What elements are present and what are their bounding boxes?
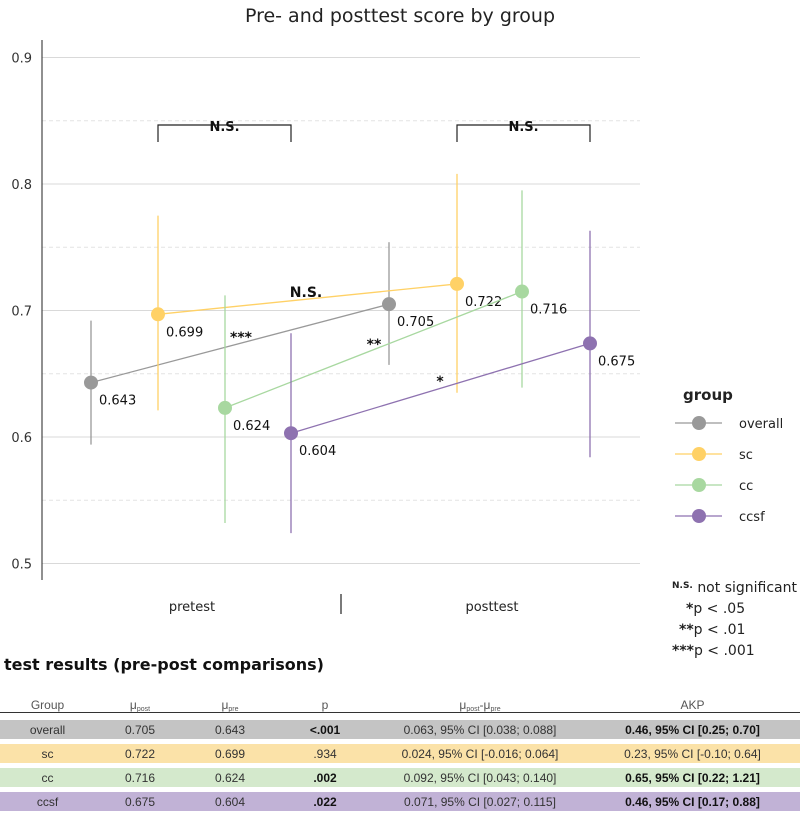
slope-annotation-sc: N.S. [290,285,322,301]
cell-group: overall [0,720,95,739]
point-overall-pretest [84,375,98,390]
x-label-posttest: posttest [465,600,518,615]
cell-p: .022 [275,792,375,811]
table-header-row: Group μpost μpre p μpost-μpre AKP [0,695,800,715]
line-ccsf [290,342,591,434]
header-diff: μpost-μpre [459,697,501,713]
point-sc-posttest [450,276,464,291]
legend-label-cc: cc [739,479,753,494]
cell-diff: 0.063, 95% CI [0.038; 0.088] [375,720,585,739]
legend-swatch-ccsf [692,509,706,523]
data-label-sc-posttest: 0.722 [465,295,502,310]
series-overall: 0.643 0.705 *** [84,242,434,445]
y-tick-label: 0.8 [11,178,32,193]
grid [42,57,640,564]
y-tick-label: 0.5 [11,558,32,573]
y-tick-label: 0.9 [11,52,32,67]
legend: overall sc cc ccsf [675,416,783,525]
cell-pre: 0.643 [185,720,275,739]
significance-brackets: N.S. N.S. [157,120,591,142]
bracket-label-1: N.S. [508,120,538,135]
cell-post: 0.675 [95,792,185,811]
table-row: sc 0.722 0.699.934 0.024, 95% CI [-0.016; 0… [0,744,800,763]
cell-diff: 0.071, 95% CI [0.027; 0.115] [375,792,585,811]
cell-akp: 0.46, 95% CI [0.17; 0.88] [585,792,800,811]
sig-legend-p001: ***p < .001 [672,643,755,659]
cell-diff: 0.024, 95% CI [-0.016; 0.064] [375,744,585,763]
data-label-sc-pretest: 0.699 [166,325,203,340]
cell-p: .002 [275,768,375,787]
legend-label-overall: overall [739,417,783,432]
cell-group: cc [0,768,95,787]
point-ccsf-posttest [583,336,597,351]
score-chart: Pre- and posttest score by group 0.50.60… [11,5,783,615]
legend-swatch-overall [692,416,706,430]
data-label-cc-posttest: 0.716 [530,303,567,318]
cell-pre: 0.699 [185,744,275,763]
header-p: p [321,698,329,712]
cell-p: <.001 [275,720,375,739]
x-label-pretest: pretest [169,600,215,615]
data-label-cc-pretest: 0.624 [233,419,270,434]
bracket-0 [157,124,292,142]
legend-label-sc: sc [739,448,753,463]
y-tick-label: 0.6 [11,431,32,446]
cell-post: 0.705 [95,720,185,739]
cell-akp: 0.65, 95% CI [0.22; 1.21] [585,768,800,787]
table-title: test results (pre-post comparisons) [4,655,324,674]
cell-p: .934 [275,744,375,763]
series-sc: 0.699 0.722 N.S. [151,173,502,411]
cell-post: 0.722 [95,744,185,763]
table-row: overall 0.705 0.643 <.001 0.063, 95% CI [0.0… [0,720,800,739]
y-axis: 0.5 0.6 0.7 0.8 0.9 [11,40,43,580]
table-header-divider [0,712,800,713]
table-body: overall 0.705 0.643 <.001 0.063, 95% CI [0.0… [0,720,800,811]
bracket-1 [456,124,591,142]
point-ccsf-pretest [284,426,298,441]
chart-title: Pre- and posttest score by group [245,5,555,27]
y-tick-label: 0.7 [11,305,32,320]
data-label-ccsf-posttest: 0.675 [598,354,635,369]
point-sc-pretest [151,307,165,322]
legend-swatch-sc [692,447,706,461]
slope-annotation-cc: ** [367,337,382,353]
series-group: 0.6430.705***0.6990.722N.S.0.6240.716**0… [84,173,635,534]
line-sc [157,283,458,315]
cell-pre: 0.624 [185,768,275,787]
header-akp: AKP [680,698,705,712]
sig-legend-p01: **p < .01 [679,622,746,638]
cell-post: 0.716 [95,768,185,787]
header-mu-pre: μpre [221,697,239,713]
legend-title: group [683,386,733,404]
legend-swatch-cc [692,478,706,492]
slope-annotation-ccsf: * [436,374,444,390]
legend-label-ccsf: ccsf [739,510,765,525]
table-row: ccsf 0.675 0.604.022 0.071, 95% CI [0.027; … [0,792,800,811]
cell-group: ccsf [0,792,95,811]
point-cc-pretest [218,400,232,415]
header-group: Group [30,698,65,712]
series-ccsf: 0.604 0.675 * [284,230,635,534]
cell-akp: 0.23, 95% CI [-0.10; 0.64] [585,744,800,763]
cell-diff: 0.092, 95% CI [0.043; 0.140] [375,768,585,787]
bracket-label-0: N.S. [209,120,239,135]
header-mu-post: μpost [129,697,151,713]
line-overall [90,303,390,384]
slope-annotation-overall: *** [230,330,253,346]
sig-legend-p05: *p < .05 [686,601,746,617]
sig-legend-ns: N.S. not significant [672,580,797,596]
point-cc-posttest [515,284,529,299]
cell-pre: 0.604 [185,792,275,811]
results-table: Group μpost μpre p μpost-μpre AKP overal… [0,690,800,816]
line-cc [224,290,523,409]
x-axis: pretest posttest [169,594,519,615]
data-label-ccsf-pretest: 0.604 [299,444,336,459]
data-label-overall-pretest: 0.643 [99,394,136,409]
point-overall-posttest [382,297,396,312]
cell-akp: 0.46, 95% CI [0.25; 0.70] [585,720,800,739]
table-row: cc 0.716 0.624.002 0.092, 95% CI [0.043; 0.… [0,768,800,787]
series-cc: 0.624 0.716 ** [218,190,567,524]
cell-group: sc [0,744,95,763]
data-label-overall-posttest: 0.705 [397,315,434,330]
